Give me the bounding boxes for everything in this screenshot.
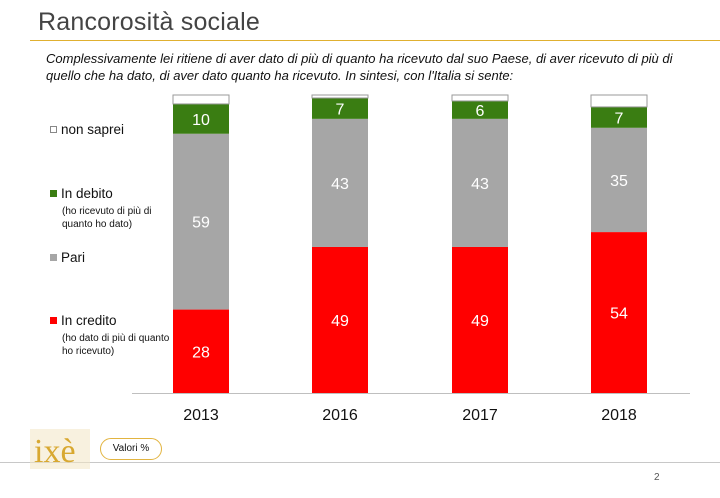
legend-item-non-saprei: non saprei bbox=[50, 122, 124, 137]
bar-in-credito-2018 bbox=[591, 232, 647, 393]
bar-pari-2013 bbox=[173, 133, 229, 310]
legend-label-in-credito: In credito bbox=[61, 313, 117, 328]
bar-pari-2018 bbox=[591, 127, 647, 233]
bar-in-credito-2013 bbox=[173, 309, 229, 393]
legend-swatch-in-credito bbox=[50, 317, 57, 324]
data-label-in-credito-2017: 49 bbox=[471, 313, 489, 330]
data-label-in-debito-2017: 6 bbox=[476, 103, 485, 120]
data-label-pari-2016: 43 bbox=[331, 176, 349, 193]
data-label-in-debito-2013: 10 bbox=[192, 112, 210, 129]
x-tick-label-2013: 2013 bbox=[183, 407, 219, 424]
legend-note-in-debito: (ho ricevuto di più di quanto ho dato) bbox=[62, 206, 152, 230]
legend-swatch-pari bbox=[50, 254, 57, 261]
data-label-in-debito-2016: 7 bbox=[336, 101, 345, 118]
legend-item-in-credito: In credito bbox=[50, 313, 117, 328]
bar-pari-2016 bbox=[312, 118, 368, 247]
legend-swatch-in-debito bbox=[50, 190, 57, 197]
data-label-pari-2013: 59 bbox=[192, 215, 210, 232]
data-label-in-credito-2016: 49 bbox=[331, 313, 349, 330]
bar-pari-2017 bbox=[452, 118, 508, 247]
legend-label-non-saprei: non saprei bbox=[61, 122, 125, 137]
footer-divider bbox=[0, 462, 720, 463]
title-divider bbox=[30, 40, 720, 41]
page-number: 2 bbox=[654, 472, 660, 483]
question-text: Complessivamente lei ritiene di aver dat… bbox=[46, 51, 673, 83]
bar-in-debito-2016 bbox=[312, 97, 368, 119]
bar-non-saprei-2016 bbox=[311, 94, 369, 99]
values-percent-badge: Valori % bbox=[100, 438, 162, 460]
legend-item-pari: Pari bbox=[50, 250, 85, 265]
bar-in-credito-2017 bbox=[452, 246, 508, 393]
legend-label-in-debito: In debito bbox=[61, 186, 113, 201]
x-tick-label-2018: 2018 bbox=[601, 407, 637, 424]
bar-in-debito-2013 bbox=[173, 103, 229, 134]
bar-non-saprei-2013 bbox=[172, 94, 230, 105]
data-label-in-credito-2013: 28 bbox=[192, 344, 210, 361]
bar-non-saprei-2017 bbox=[451, 94, 509, 102]
data-label-pari-2017: 43 bbox=[471, 176, 489, 193]
legend-swatch-non-saprei bbox=[50, 126, 57, 133]
svg-text:ixè: ixè bbox=[34, 433, 76, 470]
bar-in-debito-2018 bbox=[591, 106, 647, 128]
bar-in-credito-2016 bbox=[312, 246, 368, 393]
data-label-in-debito-2018: 7 bbox=[615, 110, 624, 127]
x-tick-label-2016: 2016 bbox=[322, 407, 358, 424]
x-tick-label-2017: 2017 bbox=[462, 407, 498, 424]
page-title: Rancorosità sociale bbox=[38, 8, 260, 36]
data-label-pari-2018: 35 bbox=[610, 173, 628, 190]
bar-non-saprei-2018 bbox=[590, 94, 648, 108]
legend-item-in-debito: In debito bbox=[50, 186, 113, 201]
data-label-in-credito-2018: 54 bbox=[610, 306, 628, 323]
bar-in-debito-2017 bbox=[452, 100, 508, 119]
ixe-logo: ixè bbox=[30, 429, 90, 470]
legend-label-pari: Pari bbox=[61, 250, 86, 265]
legend-note-in-credito: (ho dato di più di quanto ho ricevuto) bbox=[62, 333, 170, 357]
